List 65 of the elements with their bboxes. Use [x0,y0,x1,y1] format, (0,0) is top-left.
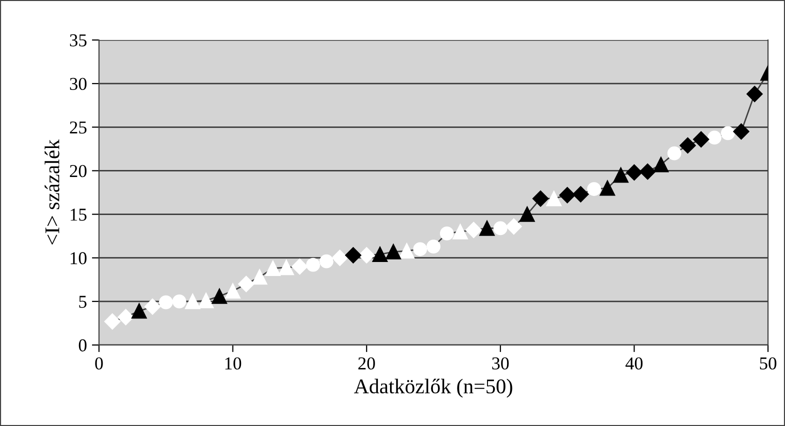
point [559,187,576,204]
point [733,123,750,140]
x-tick-label: 50 [760,357,776,370]
point [386,244,401,260]
x-tick-label: 10 [225,357,242,370]
point [278,260,294,276]
y-tick-label: 15 [70,208,86,221]
point [520,206,535,222]
x-tick-label: 20 [358,357,375,370]
point [452,224,468,240]
point [132,303,147,319]
point [118,309,134,326]
point [667,146,682,160]
y-tick-label: 30 [70,78,87,90]
point [413,242,428,256]
y-tick-label: 5 [79,296,86,308]
point [572,186,589,202]
point [358,247,375,264]
point [587,182,602,196]
point [306,258,320,272]
point [426,240,440,254]
x-tick-label: 40 [626,357,643,370]
point [292,258,308,275]
y-tick-label: 0 [78,339,87,352]
point [546,190,562,206]
point [238,276,254,292]
point [320,254,334,268]
point [158,295,173,310]
point [198,292,214,308]
point [332,250,348,266]
point [252,269,268,285]
y-axis-title: <I> százalék [44,139,60,245]
point [440,226,454,240]
point [104,313,120,330]
point [212,288,228,304]
point [172,294,186,308]
point [693,131,710,148]
point [708,130,722,145]
point [746,86,763,102]
point [640,164,656,180]
x-tick-label: 0 [95,357,103,370]
point [720,126,735,140]
point [532,190,549,207]
point [225,283,240,299]
point [144,298,161,315]
point [185,294,200,310]
point [466,222,482,238]
point [680,137,696,154]
point [506,218,522,235]
y-tick-label: 35 [70,34,86,46]
point [626,164,642,181]
point [479,220,495,236]
point [493,221,508,236]
point [399,243,414,259]
y-tick-label: 25 [70,121,86,134]
y-tick-label: 20 [70,164,87,178]
point [372,246,388,262]
point [345,247,362,264]
point [265,260,281,276]
point [613,167,628,183]
point [653,156,669,172]
x-tick-label: 30 [492,357,509,370]
y-tick-label: 10 [70,252,87,264]
point [600,180,616,196]
x-axis-title: Adatközlők (n=50) [354,378,512,398]
